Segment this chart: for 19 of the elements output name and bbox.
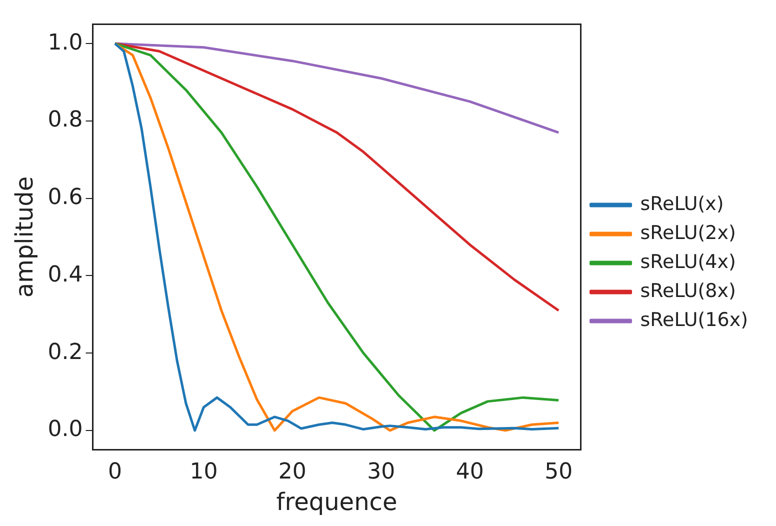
y-tick-label: 0.4 [48,262,83,288]
x-tick-label: 0 [108,460,122,485]
legend-label: sReLU(16x) [640,308,748,331]
legend-label: sReLU(x) [640,192,724,215]
legend-label: sReLU(8x) [640,280,736,302]
x-tick-label: 30 [367,460,396,485]
x-tick-label: 40 [456,460,484,485]
y-axis-title: amplitude [10,176,39,298]
x-tick-label: 20 [278,460,306,485]
y-tick-label: 1.0 [48,30,83,56]
x-tick-label: 10 [190,460,218,485]
x-tick-label: 50 [544,460,573,485]
x-axis-title: frequence [276,488,398,516]
legend-label: sReLU(2x) [640,222,736,244]
y-tick-label: 0.6 [48,185,83,210]
y-tick-label: 0.2 [48,340,83,365]
y-tick-label: 0.0 [48,417,83,442]
y-tick-label: 0.8 [48,108,83,133]
legend-label: sReLU(4x) [640,250,736,273]
